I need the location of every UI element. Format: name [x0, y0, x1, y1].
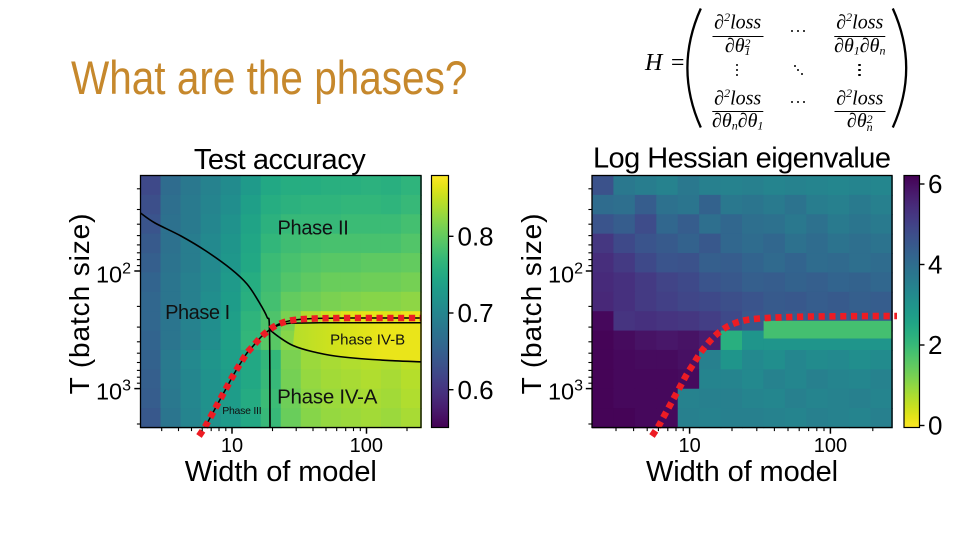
- svg-text:Phase III: Phase III: [222, 405, 261, 417]
- svg-text:103: 103: [548, 378, 583, 405]
- svg-text:10: 10: [678, 435, 700, 457]
- svg-text:Phase IV-A: Phase IV-A: [277, 385, 378, 408]
- svg-text:100: 100: [350, 435, 383, 457]
- svg-text:Phase I: Phase I: [165, 302, 230, 324]
- svg-text:Phase II: Phase II: [278, 217, 349, 239]
- svg-text:0.6: 0.6: [458, 375, 494, 405]
- svg-text:T (batch size): T (batch size): [516, 213, 547, 395]
- svg-text:103: 103: [96, 378, 131, 405]
- svg-text:Test accuracy: Test accuracy: [194, 144, 366, 176]
- svg-text:10: 10: [221, 435, 243, 457]
- svg-text:T (batch size): T (batch size): [64, 213, 95, 395]
- svg-text:Log Hessian eigenvalue: Log Hessian eigenvalue: [593, 142, 890, 174]
- svg-text:2: 2: [928, 330, 942, 360]
- svg-text:0.7: 0.7: [458, 298, 494, 328]
- svg-text:Width of model: Width of model: [185, 456, 377, 488]
- svg-text:6: 6: [928, 169, 942, 199]
- svg-text:Width of model: Width of model: [646, 456, 838, 488]
- svg-text:0.8: 0.8: [458, 222, 494, 252]
- svg-text:4: 4: [928, 250, 942, 280]
- svg-text:0: 0: [928, 411, 942, 441]
- svg-text:100: 100: [814, 435, 847, 457]
- svg-text:102: 102: [548, 260, 583, 287]
- svg-text:Phase IV-B: Phase IV-B: [330, 331, 405, 348]
- svg-text:102: 102: [96, 260, 131, 287]
